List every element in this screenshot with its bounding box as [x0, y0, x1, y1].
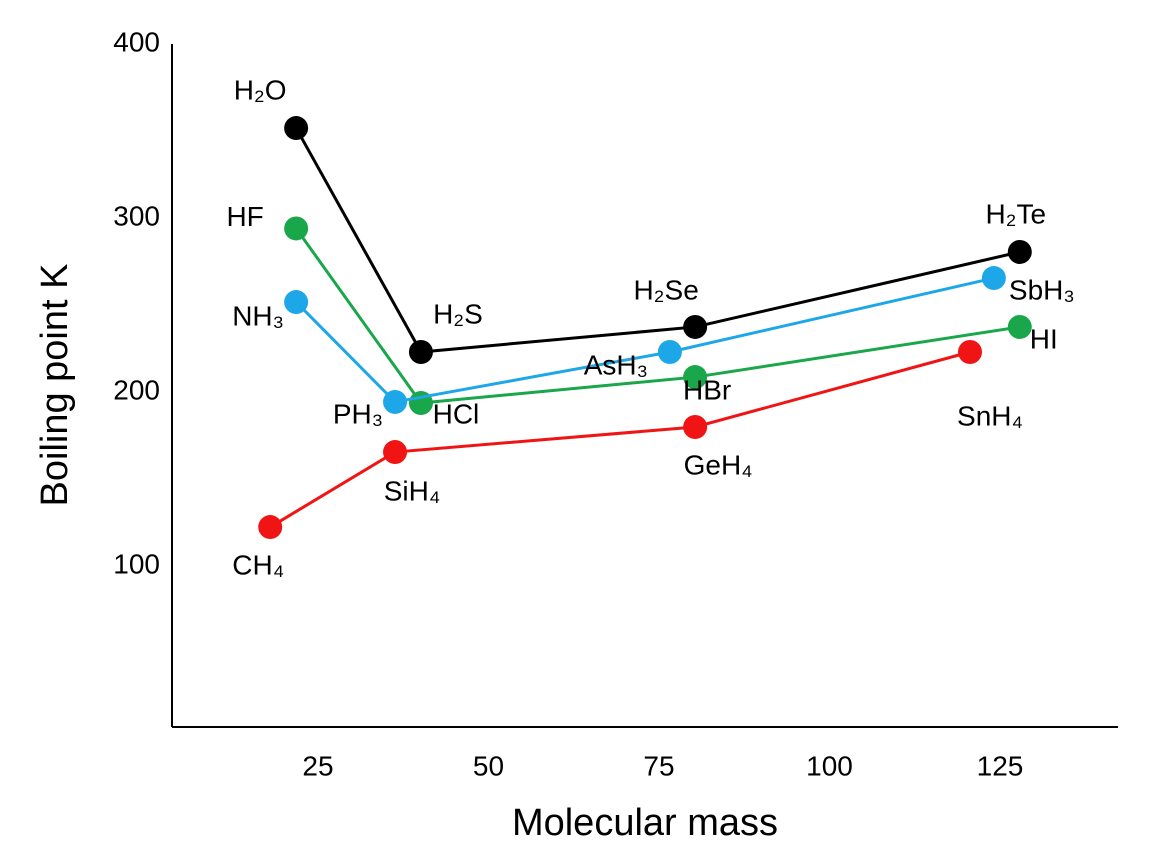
data-point — [683, 314, 708, 339]
y-tick-label: 100 — [113, 548, 160, 579]
data-point — [683, 415, 708, 440]
series-line — [294, 227, 1021, 405]
x-axis-title: Molecular mass — [512, 802, 778, 844]
y-axis-title: Boiling point K — [34, 264, 76, 507]
data-point — [284, 116, 309, 141]
y-tick-label: 400 — [113, 26, 160, 57]
point-label: H₂Se — [633, 274, 698, 305]
point-label: CH₄ — [232, 549, 284, 580]
series-line — [294, 127, 1021, 354]
x-tick-label: 50 — [473, 750, 504, 781]
data-point — [383, 440, 408, 465]
data-point — [981, 266, 1006, 291]
point-label: HF — [226, 201, 263, 232]
point-label: H₂S — [433, 298, 483, 329]
x-tick-label: 125 — [977, 750, 1024, 781]
x-tick-label: 25 — [302, 750, 333, 781]
point-label: NH₃ — [232, 300, 284, 331]
data-point — [258, 515, 283, 540]
y-tick-label: 300 — [113, 200, 160, 231]
point-label: SiH₄ — [384, 475, 441, 506]
data-point — [408, 340, 433, 365]
point-label: H₂Te — [985, 198, 1046, 229]
data-point — [657, 340, 682, 365]
series-line — [295, 276, 995, 404]
data-point — [957, 340, 982, 365]
x-tick-label: 75 — [643, 750, 674, 781]
data-point — [1007, 314, 1032, 339]
point-label: SnH₄ — [957, 400, 1023, 431]
point-label: HBr — [683, 374, 731, 405]
point-label: HI — [1030, 323, 1058, 354]
point-label: PH₃ — [333, 398, 383, 429]
x-tick-label: 100 — [806, 750, 853, 781]
data-point — [383, 389, 408, 414]
data-point — [683, 365, 708, 390]
series-line — [269, 350, 971, 529]
point-label: AsH₃ — [584, 349, 648, 380]
y-tick-label: 200 — [113, 374, 160, 405]
point-label: GeH₄ — [684, 449, 753, 480]
data-point — [284, 216, 309, 241]
point-label: HCl — [433, 398, 480, 429]
data-point — [284, 290, 309, 315]
point-label: H₂O — [234, 74, 287, 105]
data-point — [1007, 239, 1032, 264]
point-label: SbH₃ — [1009, 274, 1075, 305]
